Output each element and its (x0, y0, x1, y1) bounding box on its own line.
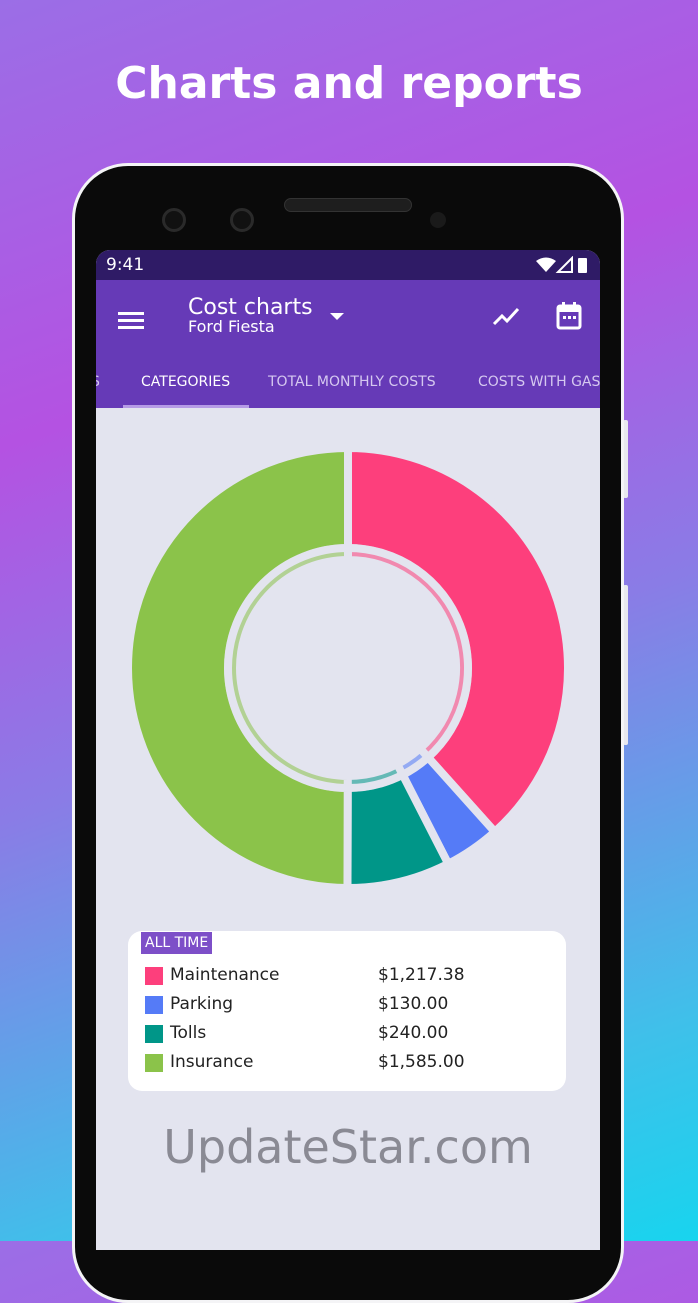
tab-previous[interactable]: S (96, 374, 100, 390)
power-button (623, 420, 628, 498)
menu-icon[interactable] (118, 308, 144, 333)
wifi-icon (536, 257, 556, 272)
vehicle-name[interactable]: Ford Fiesta (188, 317, 275, 336)
chevron-down-icon[interactable] (330, 313, 344, 320)
volume-button (623, 585, 628, 745)
watermark: UpdateStar.com (163, 1120, 533, 1174)
signal-icon (555, 256, 573, 273)
legend-swatch (145, 1054, 163, 1072)
legend-label: Insurance (170, 1052, 254, 1072)
legend-swatch (145, 1025, 163, 1043)
headline: Charts and reports (115, 58, 583, 109)
status-icons (536, 256, 587, 273)
donut-chart (124, 443, 572, 893)
camera-icon (162, 208, 186, 232)
screen: 9:41 Cost charts Ford Fiesta S CATEGORIE… (96, 250, 600, 1250)
speaker (284, 198, 412, 212)
legend-amount: $240.00 (378, 1023, 449, 1043)
legend-amount: $1,585.00 (378, 1052, 465, 1072)
active-tab-indicator (123, 405, 249, 408)
period-badge[interactable]: ALL TIME (141, 932, 213, 954)
status-bar: 9:41 (96, 250, 600, 280)
legend-label: Tolls (170, 1023, 207, 1043)
tab-categories[interactable]: CATEGORIES (141, 374, 231, 390)
tab-total-monthly-costs[interactable]: TOTAL MONTHLY COSTS (268, 374, 436, 390)
legend-card: ALL TIME Maintenance $1,217.38 Parking $130… (128, 931, 566, 1091)
legend-label: Maintenance (170, 965, 280, 985)
app-bar: Cost charts Ford Fiesta S CATEGORIES TOT… (96, 280, 600, 408)
legend-amount: $1,217.38 (378, 965, 465, 985)
status-time: 9:41 (106, 255, 145, 275)
page-title: Cost charts (188, 295, 313, 320)
sensor (430, 212, 446, 228)
calendar-icon[interactable] (556, 302, 582, 330)
slice-maintenance[interactable] (344, 443, 572, 838)
trend-chart-icon[interactable] (492, 304, 520, 328)
slice-insurance[interactable] (124, 443, 352, 893)
legend-swatch (145, 996, 163, 1014)
tab-costs-with-gas[interactable]: COSTS WITH GAS (478, 374, 600, 390)
legend-swatch (145, 967, 163, 985)
legend-amount: $130.00 (378, 994, 449, 1014)
battery-icon (578, 258, 587, 273)
camera-icon (230, 208, 254, 232)
legend-label: Parking (170, 994, 234, 1014)
